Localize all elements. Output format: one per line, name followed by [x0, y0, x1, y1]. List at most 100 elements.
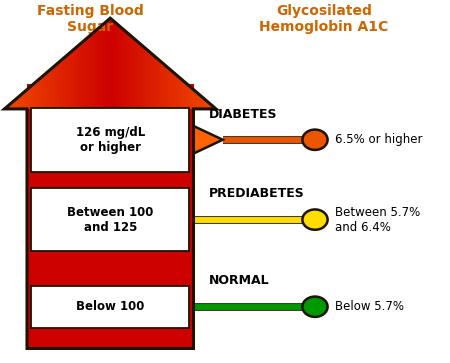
- Bar: [31, 86, 190, 109]
- Bar: [106, 21, 114, 108]
- Bar: [27, 345, 194, 348]
- Bar: [27, 281, 194, 347]
- Bar: [61, 60, 159, 109]
- Bar: [67, 55, 153, 109]
- Bar: [27, 259, 194, 347]
- Bar: [69, 53, 151, 109]
- Bar: [27, 293, 194, 347]
- Bar: [27, 98, 194, 347]
- Bar: [14, 101, 206, 109]
- Bar: [27, 183, 194, 347]
- Bar: [63, 59, 158, 109]
- Bar: [32, 85, 188, 109]
- Bar: [21, 95, 200, 109]
- Bar: [21, 95, 199, 109]
- Bar: [27, 137, 194, 347]
- Bar: [27, 230, 194, 347]
- Bar: [27, 115, 194, 347]
- Text: 126 mg/dL
or higher: 126 mg/dL or higher: [76, 126, 145, 154]
- Bar: [27, 176, 194, 347]
- Bar: [27, 216, 194, 347]
- Bar: [88, 37, 132, 109]
- Bar: [27, 105, 194, 347]
- Bar: [27, 136, 194, 347]
- Bar: [32, 86, 189, 109]
- Bar: [18, 97, 202, 109]
- Bar: [90, 36, 131, 108]
- Bar: [36, 82, 185, 109]
- Bar: [108, 20, 112, 108]
- Bar: [27, 148, 194, 347]
- Bar: [76, 48, 145, 109]
- Bar: [27, 303, 194, 347]
- Bar: [37, 81, 183, 109]
- Bar: [27, 263, 194, 347]
- Bar: [54, 66, 166, 109]
- Bar: [27, 98, 194, 347]
- Bar: [29, 88, 191, 109]
- Bar: [103, 25, 118, 108]
- Bar: [90, 36, 130, 108]
- Bar: [51, 69, 169, 109]
- Bar: [99, 28, 122, 108]
- Bar: [78, 46, 142, 109]
- Bar: [49, 70, 171, 109]
- Bar: [12, 102, 209, 109]
- Bar: [101, 26, 119, 108]
- Bar: [33, 84, 187, 109]
- Bar: [40, 78, 180, 109]
- Bar: [50, 70, 170, 109]
- Bar: [17, 98, 204, 109]
- Bar: [58, 63, 163, 109]
- Bar: [48, 72, 173, 109]
- Bar: [27, 122, 194, 347]
- Bar: [56, 65, 165, 109]
- Text: Between 100
and 125: Between 100 and 125: [67, 205, 153, 234]
- Bar: [68, 54, 152, 109]
- Bar: [27, 198, 194, 347]
- Bar: [104, 24, 117, 108]
- Bar: [51, 69, 170, 109]
- Bar: [27, 171, 194, 347]
- Bar: [27, 155, 194, 347]
- Bar: [49, 71, 172, 109]
- Bar: [10, 104, 210, 109]
- Bar: [27, 236, 194, 347]
- Bar: [107, 21, 114, 108]
- Bar: [27, 207, 194, 347]
- Bar: [27, 87, 194, 347]
- Bar: [27, 140, 194, 347]
- Bar: [27, 342, 194, 348]
- Bar: [27, 227, 194, 347]
- Bar: [22, 94, 199, 109]
- Bar: [23, 93, 197, 109]
- Bar: [27, 308, 194, 347]
- Bar: [27, 210, 194, 347]
- Bar: [27, 145, 194, 347]
- Bar: [27, 120, 194, 347]
- Bar: [28, 89, 193, 109]
- Bar: [27, 326, 194, 347]
- Bar: [46, 73, 174, 109]
- Bar: [62, 60, 158, 109]
- Bar: [37, 81, 184, 109]
- Bar: [9, 106, 212, 109]
- Bar: [5, 108, 215, 109]
- Bar: [27, 182, 194, 347]
- Bar: [54, 67, 167, 109]
- Bar: [27, 167, 194, 347]
- Bar: [77, 46, 143, 109]
- Bar: [27, 280, 194, 347]
- Bar: [50, 70, 171, 109]
- Bar: [27, 295, 194, 347]
- Bar: [27, 129, 194, 347]
- Bar: [70, 52, 150, 109]
- Bar: [27, 316, 194, 347]
- Bar: [51, 69, 170, 109]
- Bar: [95, 31, 126, 108]
- Bar: [79, 45, 141, 109]
- Bar: [102, 25, 118, 108]
- Bar: [27, 289, 194, 347]
- Bar: [27, 306, 194, 347]
- Bar: [93, 33, 128, 108]
